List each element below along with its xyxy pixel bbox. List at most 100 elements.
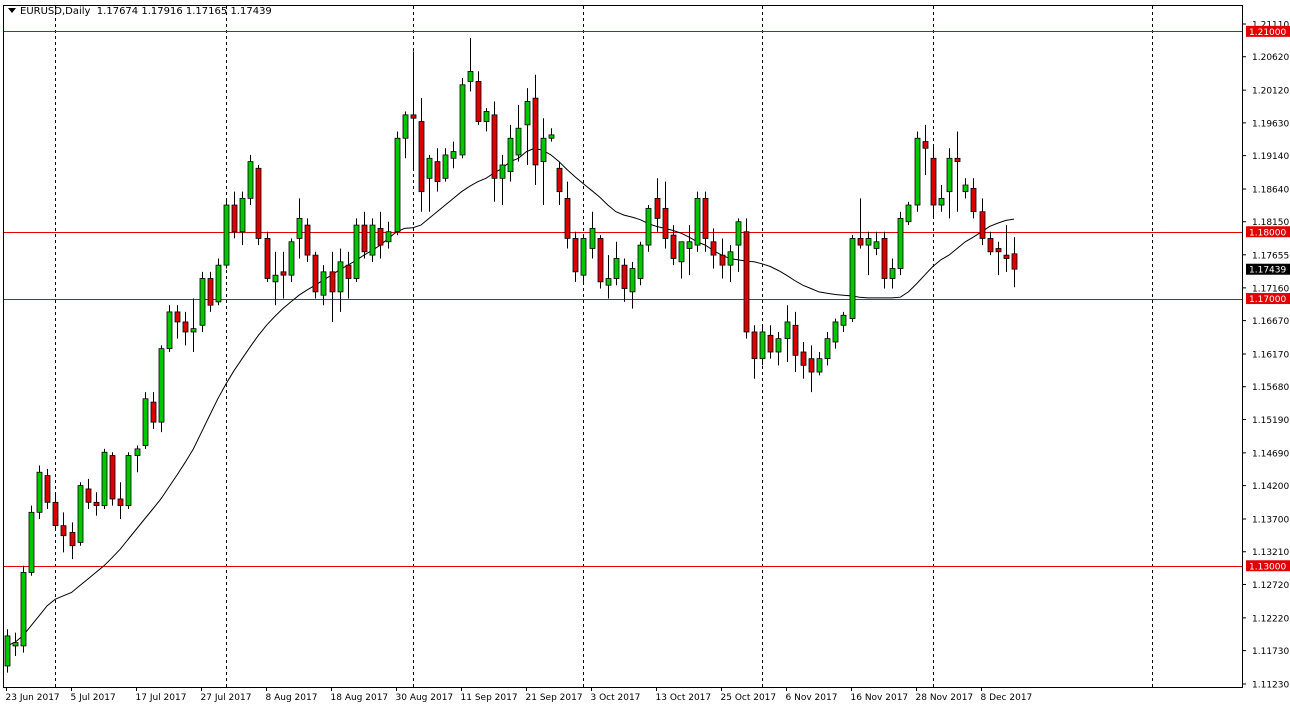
candle bbox=[459, 78, 466, 159]
time-axis-label: 21 Sep 2017 bbox=[526, 693, 583, 703]
chart-menu-triangle-icon[interactable] bbox=[8, 8, 16, 13]
time-axis-label: 28 Nov 2017 bbox=[916, 693, 974, 703]
level-price-badge-text: 1.21000 bbox=[1249, 28, 1286, 38]
candle-body-bull bbox=[426, 157, 433, 179]
candle-body-bear bbox=[109, 455, 116, 500]
candle-body-bear bbox=[410, 114, 417, 119]
time-axis-label: 13 Oct 2017 bbox=[656, 693, 712, 703]
candle-body-bull bbox=[637, 244, 644, 279]
candle bbox=[719, 238, 726, 279]
candle bbox=[800, 341, 807, 379]
candle-body-bull bbox=[938, 197, 945, 206]
candle bbox=[556, 161, 563, 206]
candle bbox=[767, 325, 774, 359]
chart-header: EURUSD,Daily 1.17674 1.17916 1.17165 1.1… bbox=[8, 6, 272, 17]
candle-body-bear bbox=[304, 224, 311, 256]
candle bbox=[857, 198, 864, 249]
level-price-badge: 1.21000 bbox=[1246, 25, 1290, 38]
candle-body-bull bbox=[849, 238, 856, 319]
candle bbox=[345, 251, 352, 299]
candle-body-bull bbox=[865, 238, 872, 246]
time-axis-label: 8 Dec 2017 bbox=[981, 693, 1033, 703]
candle-body-bear bbox=[231, 204, 238, 233]
price-axis-label: 1.17655 bbox=[1252, 251, 1289, 261]
candle-body-bull bbox=[629, 268, 636, 293]
candle bbox=[751, 325, 758, 379]
price-axis-label: 1.13700 bbox=[1252, 516, 1289, 526]
candle bbox=[150, 392, 157, 429]
candle bbox=[467, 38, 474, 92]
candle bbox=[304, 218, 311, 262]
candle bbox=[231, 191, 238, 239]
candle bbox=[85, 478, 92, 509]
candle-body-bull bbox=[727, 251, 734, 266]
candle bbox=[410, 51, 417, 169]
candle bbox=[158, 345, 165, 433]
candle bbox=[52, 492, 59, 530]
candle bbox=[816, 351, 823, 376]
candles bbox=[4, 38, 1018, 673]
time-axis-label: 11 Sep 2017 bbox=[461, 693, 518, 703]
candle bbox=[44, 468, 51, 509]
candle bbox=[60, 512, 67, 553]
candle-body-bear bbox=[1003, 254, 1010, 259]
candle-body-bull bbox=[166, 311, 173, 350]
time-axis-label: 25 Oct 2017 bbox=[721, 693, 777, 703]
candle bbox=[922, 124, 929, 175]
candle bbox=[320, 265, 327, 306]
candle bbox=[808, 345, 815, 393]
candle bbox=[101, 448, 108, 509]
candle bbox=[589, 211, 596, 259]
candle-body-bear bbox=[970, 187, 977, 213]
candle bbox=[727, 245, 734, 282]
candle bbox=[954, 131, 961, 212]
candle bbox=[662, 181, 669, 249]
candle-body-bull bbox=[905, 204, 912, 223]
horizontal-levels bbox=[4, 31, 1242, 567]
candle-body-bull bbox=[540, 137, 547, 163]
candle-body-bear bbox=[532, 97, 539, 166]
price-axis-label: 1.20620 bbox=[1252, 53, 1289, 63]
candle bbox=[272, 251, 279, 306]
candle bbox=[840, 311, 847, 332]
level-price-badge-box bbox=[1246, 25, 1290, 37]
candle-body-bear bbox=[995, 248, 1002, 253]
time-axis-label: 18 Aug 2017 bbox=[331, 693, 389, 703]
candle-body-bear bbox=[280, 271, 287, 276]
candle-body-bull bbox=[548, 134, 555, 139]
candle bbox=[361, 211, 368, 259]
candle-body-bull bbox=[394, 137, 401, 233]
candle bbox=[394, 131, 401, 236]
candle bbox=[288, 238, 295, 282]
candle-body-bull bbox=[239, 197, 246, 233]
candle bbox=[109, 452, 116, 506]
candle bbox=[962, 178, 969, 199]
candle bbox=[4, 629, 11, 673]
candle-body-bull bbox=[272, 274, 279, 283]
candle-body-bear bbox=[710, 241, 717, 256]
candle-body-bear bbox=[702, 197, 709, 239]
level-price-badge-text: 1.18000 bbox=[1249, 228, 1286, 238]
candle bbox=[223, 198, 230, 269]
candle bbox=[450, 141, 457, 169]
candle-body-bull bbox=[499, 164, 506, 179]
candle bbox=[28, 505, 35, 576]
level-price-badge-box bbox=[1246, 226, 1290, 238]
candle-body-bull bbox=[678, 241, 685, 263]
candle-body-bear bbox=[345, 264, 352, 279]
candle bbox=[849, 235, 856, 322]
candle-body-bull bbox=[784, 321, 791, 340]
plot-area[interactable] bbox=[3, 5, 1243, 688]
candle-body-bear bbox=[44, 475, 51, 503]
candle bbox=[377, 211, 384, 259]
candle bbox=[426, 154, 433, 212]
candle-body-bear bbox=[767, 334, 774, 353]
candle bbox=[524, 88, 531, 165]
candle-body-bear bbox=[312, 254, 319, 293]
candle-body-bull bbox=[832, 321, 839, 343]
candle-body-bull bbox=[20, 572, 27, 647]
candle-body-bear bbox=[418, 121, 425, 193]
candle-body-bear bbox=[377, 228, 384, 246]
